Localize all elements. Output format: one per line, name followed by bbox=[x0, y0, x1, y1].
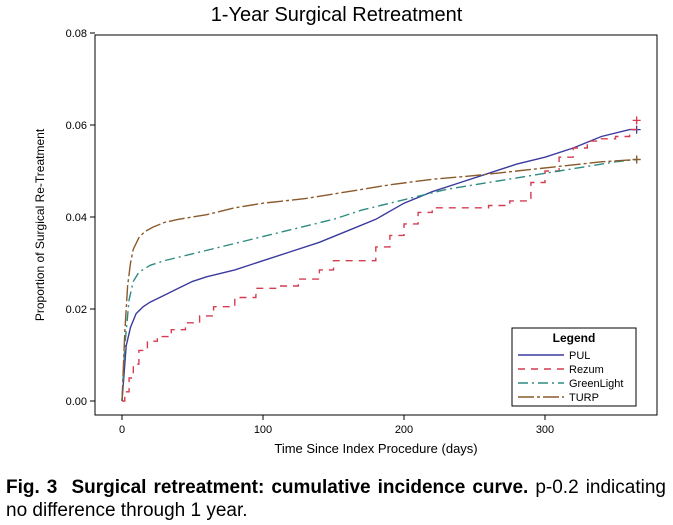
caption-text: p-0.2 indicating no difference through 1… bbox=[6, 477, 666, 521]
legend-label-greenlight: GreenLight bbox=[569, 378, 623, 390]
legend-label-pul: PUL bbox=[569, 350, 590, 362]
y-tick-label: 0.04 bbox=[66, 212, 87, 224]
x-tick-label: 100 bbox=[254, 424, 272, 436]
plot-frame bbox=[94, 34, 658, 416]
caption-title: Surgical retreatment: cumulative inciden… bbox=[71, 477, 529, 498]
series-line-greenlight bbox=[121, 158, 637, 402]
chart-svg: 0.00 0.02 0.04 0.06 0.08 0 100 200 300 Time Since… bbox=[33, 28, 658, 456]
y-tick-label: 0.06 bbox=[66, 120, 87, 132]
y-axis-label: Proportion of Surgical Re-Treatment bbox=[33, 128, 47, 321]
x-tick-label: 300 bbox=[536, 424, 554, 436]
y-tick-label: 0.00 bbox=[66, 396, 87, 408]
censor-mark-turp bbox=[632, 155, 641, 164]
censor-mark-rezum bbox=[632, 116, 641, 125]
x-tick-label: 200 bbox=[395, 424, 413, 436]
series-line-turp bbox=[121, 158, 637, 402]
legend-title: Legend bbox=[553, 331, 596, 345]
legend-label-turp: TURP bbox=[569, 392, 599, 404]
figure-caption: Fig. 3 Surgical retreatment: cumulative … bbox=[6, 476, 666, 522]
legend-box bbox=[511, 327, 637, 407]
y-tick-label: 0.02 bbox=[66, 304, 87, 316]
y-tick-label: 0.08 bbox=[66, 28, 87, 40]
caption-label: Fig. 3 bbox=[6, 477, 58, 498]
x-tick-label: 0 bbox=[119, 424, 125, 436]
series-line-rezum bbox=[122, 120, 638, 402]
x-axis-label: Time Since Index Procedure (days) bbox=[274, 441, 477, 456]
series-line-pul bbox=[121, 128, 637, 402]
legend-label-rezum: Rezum bbox=[569, 364, 604, 376]
chart-title: 1-Year Surgical Retreatment bbox=[210, 4, 463, 26]
